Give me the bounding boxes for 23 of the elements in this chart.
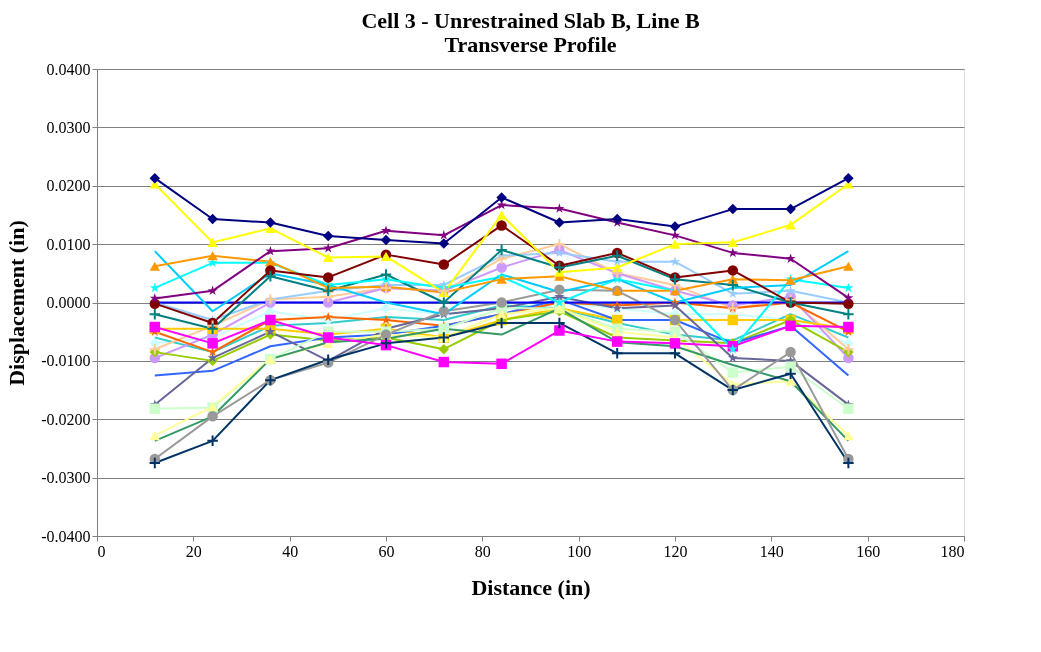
x-tick-label: 60 bbox=[378, 542, 395, 560]
x-tick-label: 160 bbox=[856, 542, 881, 560]
x-axis-title: Distance (in) bbox=[471, 574, 591, 600]
y-tick-label: -0.0400 bbox=[41, 527, 91, 545]
y-tick-label: 0.0300 bbox=[46, 118, 91, 136]
y-tick-label: -0.0300 bbox=[41, 469, 91, 487]
x-tick-label: 180 bbox=[940, 542, 965, 560]
x-tick-label: 140 bbox=[759, 542, 784, 560]
x-tick-label: 40 bbox=[282, 542, 299, 560]
y-tick-label: 0.0400 bbox=[46, 60, 91, 78]
x-tick-label: 80 bbox=[474, 542, 491, 560]
x-tick-label: 100 bbox=[567, 542, 592, 560]
y-tick-label: 0.0100 bbox=[46, 235, 91, 253]
x-tick-label: 120 bbox=[663, 542, 688, 560]
y-tick-label: -0.0100 bbox=[41, 352, 91, 370]
x-tick-label: 20 bbox=[185, 542, 202, 560]
chart-subtitle: Transverse Profile bbox=[444, 32, 617, 57]
y-tick-label: 0.0200 bbox=[46, 177, 91, 195]
y-axis-title: Displacement (in) bbox=[4, 220, 30, 386]
y-tick-label: -0.0200 bbox=[41, 410, 91, 428]
chart-title: Cell 3 - Unrestrained Slab B, Line B bbox=[361, 8, 700, 33]
x-tick-label: 0 bbox=[97, 542, 106, 560]
y-tick-label: 0.0000 bbox=[46, 294, 91, 311]
